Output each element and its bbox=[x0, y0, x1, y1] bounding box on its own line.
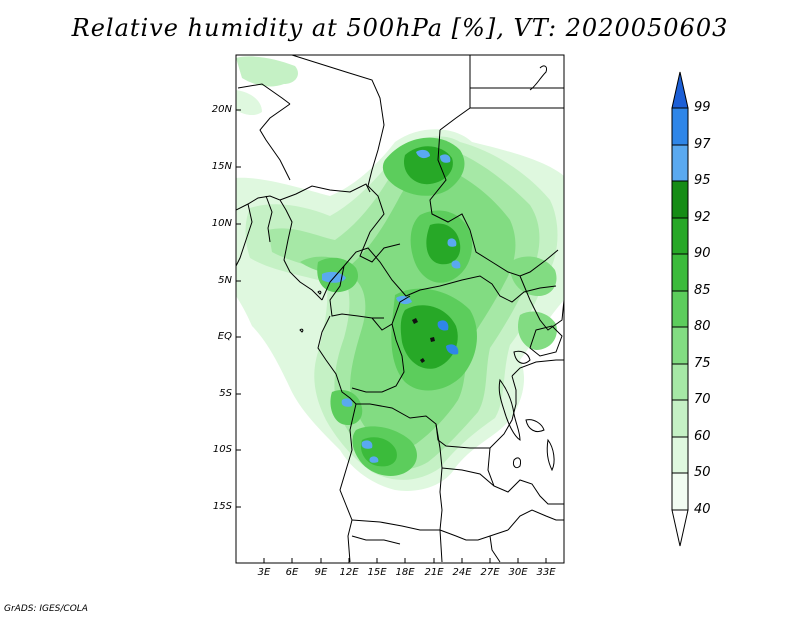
lat-label: 15N bbox=[211, 161, 232, 172]
lon-label: 15E bbox=[367, 567, 387, 578]
colorbar-segment bbox=[671, 290, 689, 328]
colorbar-label: 97 bbox=[694, 137, 711, 152]
colorbar-segment bbox=[671, 180, 689, 219]
lon-label: 3E bbox=[257, 567, 271, 578]
colorbar-label: 75 bbox=[694, 356, 711, 371]
colorbar-segment bbox=[671, 436, 689, 474]
lon-label: 18E bbox=[395, 567, 415, 578]
colorbar-label: 50 bbox=[694, 465, 711, 480]
lat-label: 5S bbox=[219, 388, 232, 399]
colorbar-segment bbox=[671, 217, 689, 255]
colorbar-segment bbox=[671, 144, 689, 182]
colorbar-segment bbox=[671, 472, 689, 511]
lon-label: 33E bbox=[536, 567, 556, 578]
latitude-ticks bbox=[236, 109, 241, 508]
lon-label: 9E bbox=[314, 567, 328, 578]
lat-label: 20N bbox=[211, 104, 232, 115]
colorbar-label: 40 bbox=[694, 502, 711, 517]
longitude-ticks bbox=[263, 558, 547, 563]
chart-title: Relative humidity at 500hPa [%], VT: 202… bbox=[71, 14, 729, 42]
country-boundaries bbox=[236, 55, 564, 563]
colorbar-label: 60 bbox=[694, 429, 711, 444]
map-frame bbox=[235, 54, 565, 564]
colorbar-segment bbox=[671, 363, 689, 401]
colorbar-label: 95 bbox=[694, 173, 711, 188]
colorbar-segment bbox=[671, 326, 689, 365]
lat-label: 10N bbox=[211, 218, 232, 229]
lon-label: 27E bbox=[480, 567, 500, 578]
colorbar-bottom-arrow bbox=[671, 509, 689, 547]
colorbar-label: 85 bbox=[694, 283, 711, 298]
colorbar-label: 99 bbox=[694, 100, 711, 115]
lon-label: 21E bbox=[424, 567, 444, 578]
lon-label: 6E bbox=[285, 567, 299, 578]
colorbar-segment bbox=[671, 253, 689, 292]
lat-label: 5N bbox=[218, 275, 232, 286]
colorbar-label: 70 bbox=[694, 392, 711, 407]
lat-label: 10S bbox=[212, 444, 232, 455]
colorbar-label: 90 bbox=[694, 246, 711, 261]
lat-label: EQ bbox=[217, 331, 232, 342]
credit-text: GrADS: IGES/COLA bbox=[4, 604, 88, 614]
lon-label: 12E bbox=[339, 567, 359, 578]
colorbar-segment bbox=[671, 399, 689, 438]
lat-label: 15S bbox=[212, 501, 232, 512]
colorbar-label: 80 bbox=[694, 319, 711, 334]
humidity-shading bbox=[236, 56, 564, 491]
colorbar bbox=[671, 71, 689, 547]
colorbar-label: 92 bbox=[694, 210, 711, 225]
lon-label: 30E bbox=[508, 567, 528, 578]
lon-label: 24E bbox=[452, 567, 472, 578]
colorbar-top-arrow bbox=[671, 71, 689, 109]
colorbar-segment bbox=[671, 107, 689, 146]
